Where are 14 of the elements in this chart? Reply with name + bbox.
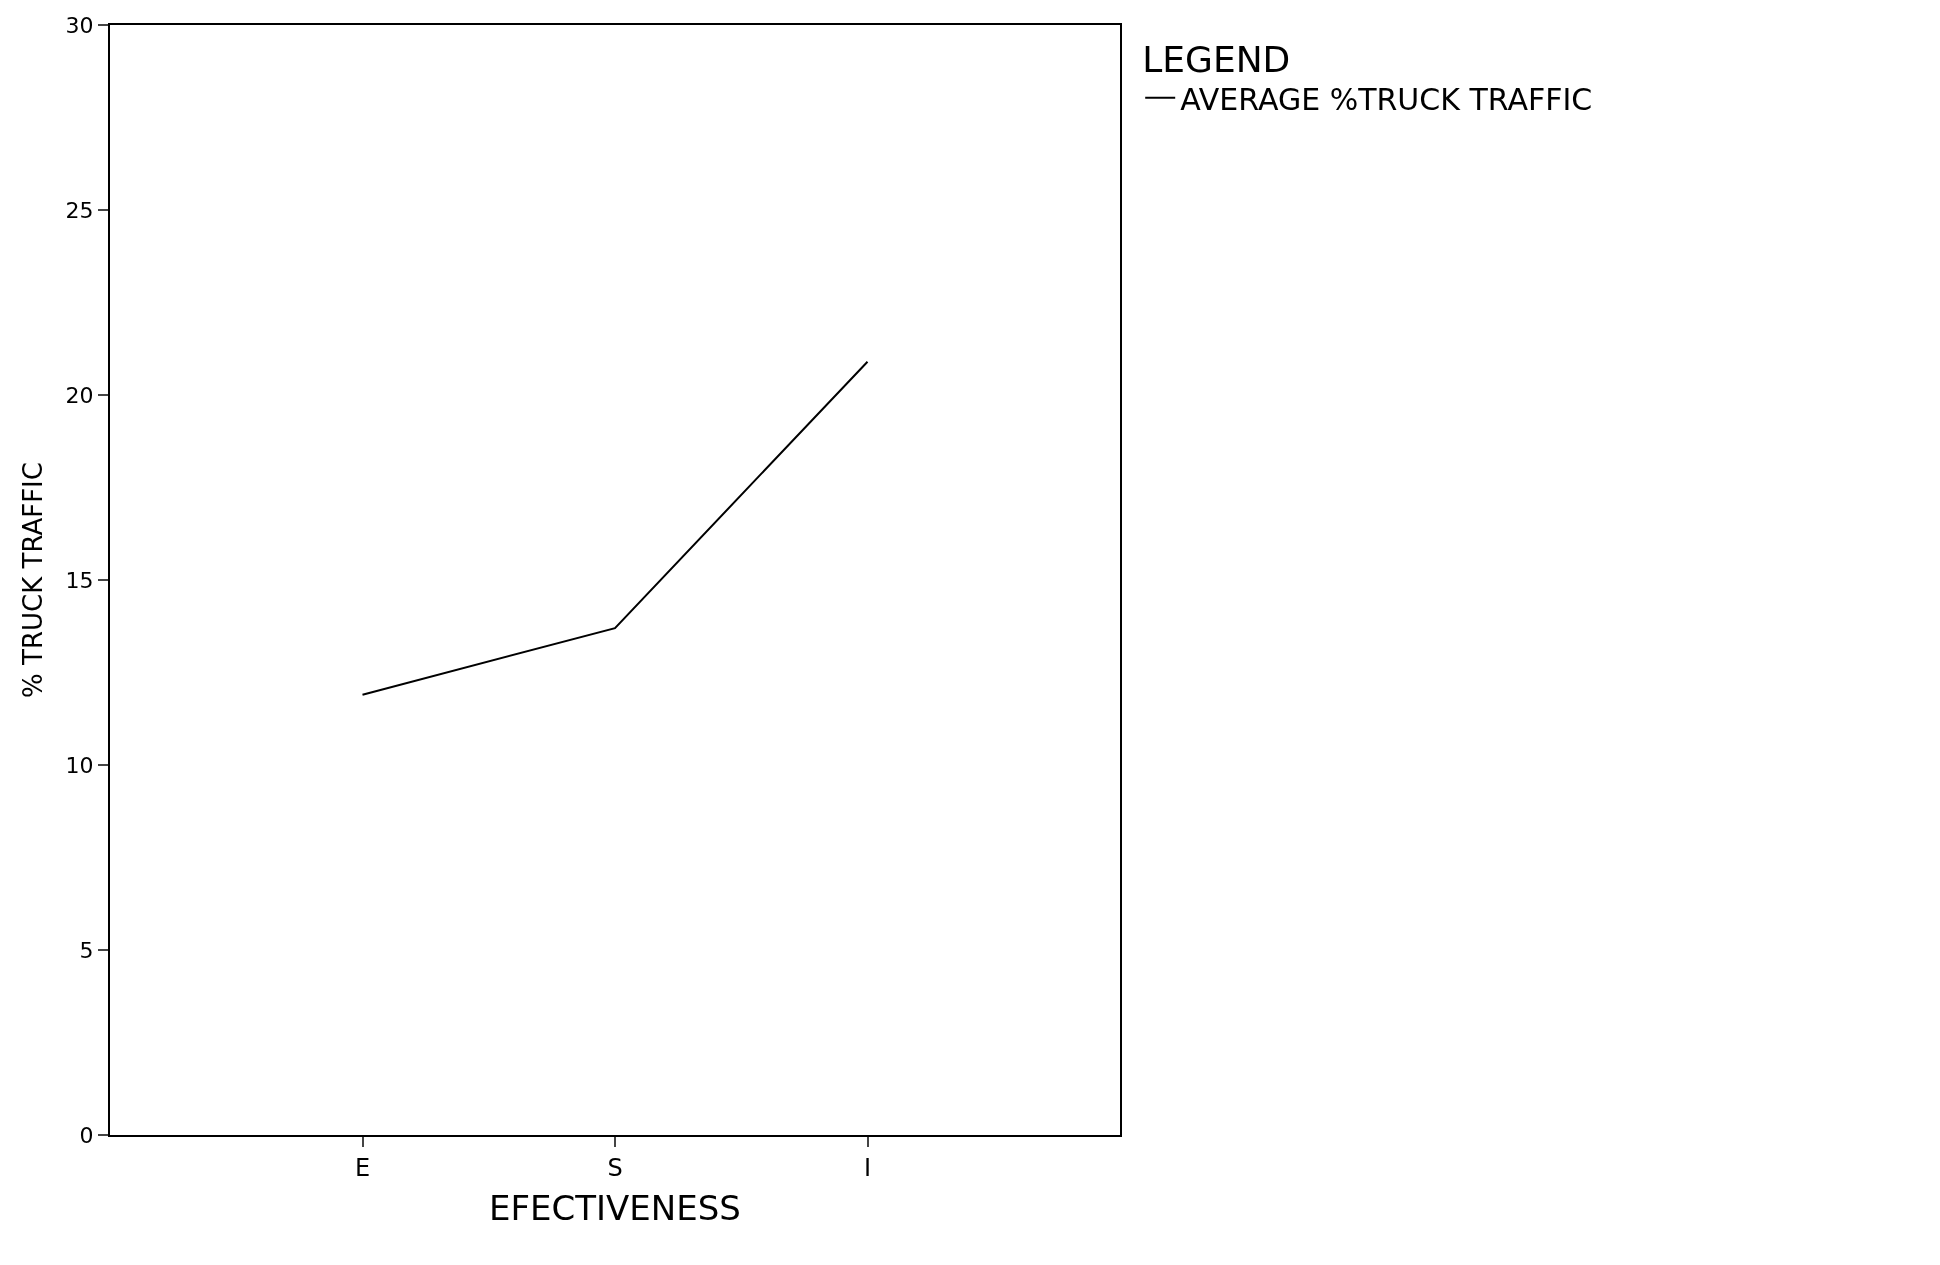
y-tick-label: 10 xyxy=(65,752,94,778)
y-tick-label: 15 xyxy=(65,567,94,593)
y-tick-label: 25 xyxy=(65,197,94,223)
x-axis-title: EFECTIVENESS xyxy=(489,1187,741,1228)
legend-title: LEGEND xyxy=(1142,38,1291,80)
x-tick-label: E xyxy=(354,1153,371,1182)
x-tick-label: I xyxy=(863,1153,872,1182)
y-tick-label: 5 xyxy=(79,937,94,963)
y-tick-label: 0 xyxy=(79,1122,94,1148)
x-tick-label: S xyxy=(607,1153,623,1182)
y-tick-label: 20 xyxy=(65,382,94,408)
y-axis-title: % TRUCK TRAFFIC xyxy=(18,462,49,698)
legend-label: AVERAGE %TRUCK TRAFFIC xyxy=(1180,81,1593,117)
y-tick-label: 30 xyxy=(65,12,94,38)
